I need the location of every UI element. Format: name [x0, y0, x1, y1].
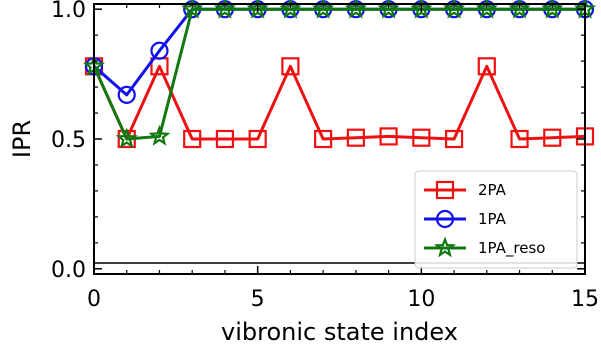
data-point-1PA_reso-14 — [541, 0, 564, 19]
data-point-2PA-5 — [248, 129, 267, 149]
data-point-2PA-7 — [314, 129, 333, 149]
data-point-1PA_reso-10 — [410, 0, 433, 19]
series-line-2PA — [92, 64, 586, 141]
legend: 2PA 1PA 1PA_reso — [414, 170, 578, 269]
series-1PA — [84, 0, 595, 104]
legend-entry-1PA: 1PA — [424, 209, 507, 229]
data-point-1PA_reso-9 — [377, 0, 400, 19]
data-point-1PA_reso-6 — [279, 0, 302, 19]
legend-marker — [435, 209, 455, 229]
series-line-1PA_reso — [92, 7, 585, 141]
data-point-1PA_reso-5 — [246, 0, 269, 19]
data-point-2PA-9 — [379, 127, 398, 146]
series-layer — [82, 0, 597, 149]
data-point-1PA_reso-13 — [508, 0, 531, 19]
data-point-2PA-6 — [281, 57, 300, 76]
data-point-2PA-12 — [477, 57, 496, 76]
data-point-1PA_reso-11 — [443, 0, 466, 19]
data-point-1PA_reso-7 — [312, 0, 335, 19]
legend-label: 2PA — [478, 181, 507, 199]
x-tick-label: 5 — [251, 287, 265, 312]
legend-label: 1PA_reso — [478, 239, 545, 258]
data-point-2PA-11 — [444, 129, 464, 149]
legend-box — [414, 170, 578, 269]
legend-marker — [435, 180, 455, 200]
x-tick-label: 0 — [87, 287, 101, 312]
series-2PA — [84, 57, 595, 149]
data-point-1PA-1 — [117, 85, 136, 104]
y-tick-label: 0.0 — [51, 258, 86, 283]
data-point-2PA-14 — [543, 128, 562, 147]
data-point-1PA_reso-8 — [344, 0, 367, 19]
x-tick-label: 10 — [407, 287, 435, 312]
data-point-1PA_reso-3 — [181, 0, 204, 19]
data-point-1PA-2 — [150, 41, 169, 60]
legend-marker — [433, 236, 457, 258]
data-point-2PA-10 — [412, 128, 431, 147]
data-point-1PA_reso-4 — [213, 0, 236, 19]
data-point-1PA_reso-2 — [148, 124, 171, 146]
legend-entry-1PA_reso: 1PA_reso — [424, 236, 545, 258]
legend-entry-2PA: 2PA — [424, 180, 507, 200]
data-point-2PA-13 — [510, 129, 529, 149]
data-point-2PA-4 — [215, 129, 235, 149]
y-axis-label: IPR — [8, 120, 36, 158]
x-axis-label: vibronic state index — [221, 318, 458, 346]
y-tick-label: 1.0 — [51, 0, 86, 23]
data-point-2PA-8 — [346, 128, 365, 147]
data-point-2PA-3 — [183, 129, 202, 149]
data-point-1PA_reso-1 — [115, 127, 138, 149]
legend-entries: 2PA 1PA 1PA_reso — [424, 180, 545, 258]
y-tick-label: 0.5 — [51, 128, 86, 153]
ticks-layer: 0 5 10 15 0.0 0.5 1.0 — [51, 0, 599, 312]
legend-label: 1PA — [478, 210, 507, 228]
data-point-1PA_reso-12 — [475, 0, 498, 19]
x-tick-label: 15 — [571, 287, 599, 312]
